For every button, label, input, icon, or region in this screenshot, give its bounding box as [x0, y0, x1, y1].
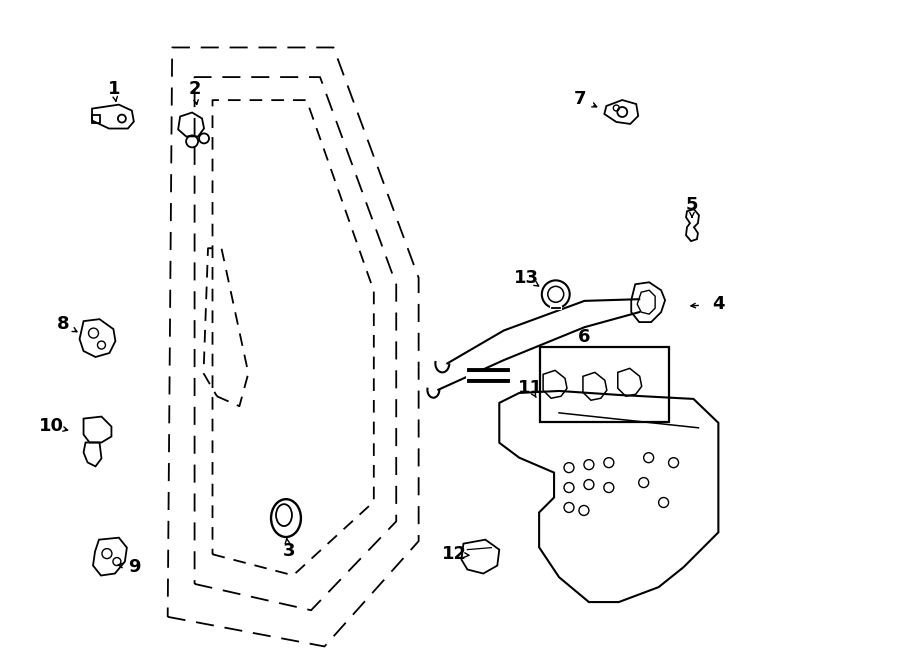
Text: 2: 2 [188, 80, 201, 98]
Text: 4: 4 [713, 295, 725, 313]
Text: 1: 1 [108, 80, 121, 98]
Text: 7: 7 [573, 90, 586, 108]
Text: 3: 3 [283, 542, 295, 560]
Text: 11: 11 [518, 379, 544, 397]
Text: 9: 9 [129, 559, 140, 576]
Bar [540, 347, 669, 422]
Text: 13: 13 [514, 269, 539, 287]
Text: 10: 10 [39, 417, 64, 435]
Text: 5: 5 [686, 196, 698, 214]
Text: 6: 6 [578, 328, 590, 346]
Text: 8: 8 [57, 315, 69, 333]
Text: 12: 12 [442, 545, 467, 563]
